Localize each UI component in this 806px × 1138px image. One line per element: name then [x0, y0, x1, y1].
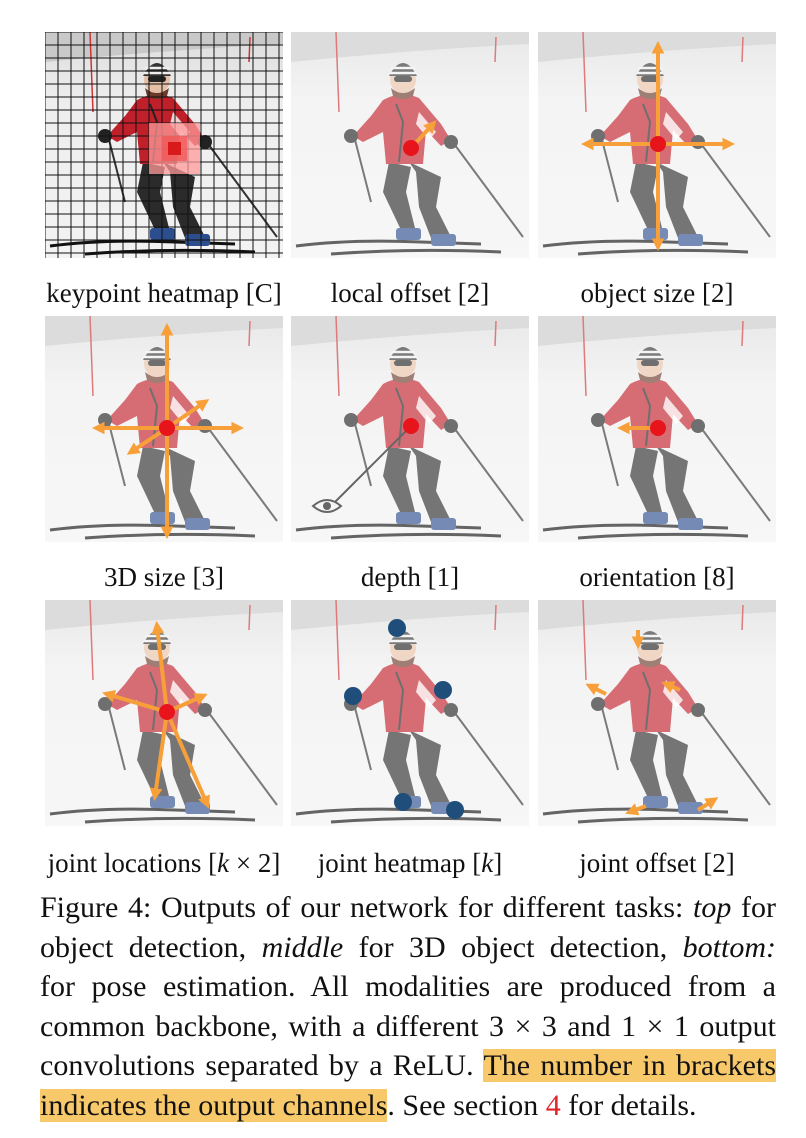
figure-caption: Figure 4: Outputs of our network for dif…: [40, 891, 776, 1122]
label-keypoint-heatmap: keypoint heatmap [C]: [46, 278, 282, 308]
panel-depth: [291, 316, 529, 542]
label-3d-size: 3D size [3]: [104, 562, 224, 592]
label-joint-offset: joint offset [2]: [579, 848, 735, 878]
label-joint-locations: joint locations [k × 2]: [47, 848, 281, 878]
highlight: indicates the output channels: [40, 1088, 388, 1122]
label-orientation: orientation [8]: [579, 562, 735, 592]
panel-local-offset: [291, 32, 529, 258]
label-local-offset: local offset [2]: [330, 278, 490, 308]
panel-joint-offset: [538, 600, 776, 826]
label-depth: depth [1]: [360, 562, 460, 592]
panel-3d-size: [45, 316, 283, 542]
eye-icon: [311, 499, 343, 513]
panel-keypoint-heatmap: [45, 32, 283, 258]
panel-joint-heatmap: [291, 600, 529, 826]
panel-object-size: [538, 32, 776, 258]
panel-orientation: [538, 316, 776, 542]
highlight: The number in brackets: [483, 1049, 776, 1082]
panel-joint-locations: [45, 600, 283, 826]
section-link[interactable]: 4: [545, 1088, 561, 1122]
label-object-size: object size [2]: [580, 278, 734, 308]
label-joint-heatmap: joint heatmap [k]: [317, 848, 503, 878]
